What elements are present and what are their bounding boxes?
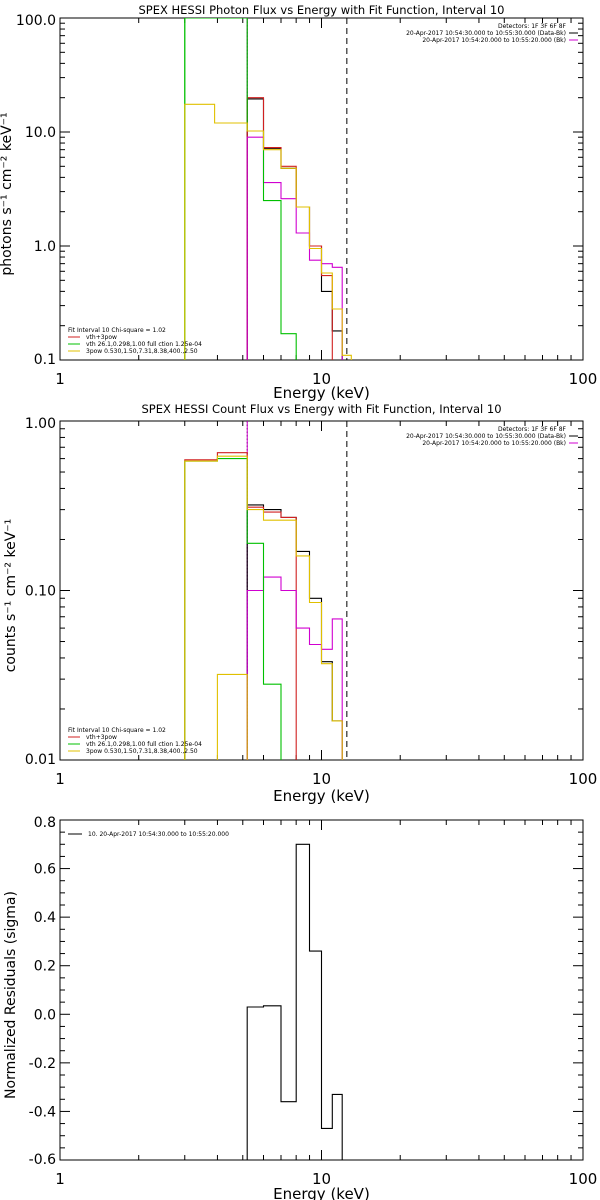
x-tick-label: 100 [569, 1170, 598, 1188]
data-series-6 [184, 673, 248, 760]
data-series-1 [246, 843, 343, 1160]
x-tick-label: 1 [55, 1170, 65, 1188]
y-tick-label: 0.01 [25, 752, 56, 768]
y-tick-label: 0.10 [25, 584, 56, 600]
y-axis-label: Normalized Residuals (sigma) [3, 891, 19, 1099]
x-axis: 1 10 100 [55, 820, 597, 1188]
x-tick-label: 1 [55, 370, 65, 388]
data-series-2 [184, 452, 297, 760]
legend-label: vth 26.1,0.298,1.00 full ction 1.25e-04 [86, 741, 202, 748]
header-line: 20-Apr-2017 10:54:20.000 to 10:55:20.000… [422, 37, 566, 44]
header-line: 20-Apr-2017 10:54:30.000 to 10:55:30.000… [406, 30, 566, 37]
legend-label: vth+3pow [86, 334, 117, 341]
y-tick-label: 0.0 [34, 1007, 56, 1023]
y-tick-label: -0.6 [29, 1152, 56, 1168]
legend: 10. 20-Apr-2017 10:54:30.000 to 10:55:20… [68, 831, 229, 838]
chart-panel-2: SPEX HESSI Count Flux vs Energy with Fit… [3, 402, 597, 805]
legend-label: 3pow 0.530,1.50,7.31,8.38,400.,2.50 [86, 348, 198, 355]
plot-frame [59, 17, 584, 361]
y-tick-label: -0.4 [29, 1104, 56, 1120]
x-axis-label: Energy (keV) [273, 787, 370, 805]
x-axis-label: Energy (keV) [273, 384, 370, 402]
y-tick-label: 0.8 [34, 815, 56, 831]
y-tick-label: 1.0 [34, 239, 56, 255]
legend-label: vth+3pow [86, 734, 117, 741]
y-tick-label: 0.2 [34, 959, 56, 975]
header-line: Detectors: 1F 3F 6F 8F [498, 426, 567, 433]
legend-label: 3pow 0.530,1.50,7.31,8.38,400.,2.50 [86, 748, 198, 755]
x-axis: 1 10 100 [55, 421, 597, 788]
header-line: 20-Apr-2017 10:54:30.000 to 10:55:30.000… [406, 433, 566, 440]
header-line: Detectors: 1F 3F 6F 8F [498, 23, 567, 30]
legend-header: Fit Interval 10 Chi-square = 1.02 [68, 727, 166, 734]
x-tick-label: 100 [569, 370, 598, 388]
legend-label: 10. 20-Apr-2017 10:54:30.000 to 10:55:20… [88, 831, 229, 838]
x-axis: 1 10 100 [55, 18, 597, 388]
header-line: 20-Apr-2017 10:54:20.000 to 10:55:20.000… [422, 440, 566, 447]
y-tick-label: 100.0 [16, 13, 56, 29]
chart-panel-3: 1 10 100 Energy (keV) -0.6 -0.4 -0.2 0.0 0.2 0.4 0… [3, 815, 597, 1200]
y-axis-label: photons s⁻¹ cm⁻² keV⁻¹ [0, 112, 15, 275]
y-tick-label: -0.2 [29, 1056, 56, 1072]
x-tick-label: 100 [569, 770, 598, 788]
x-axis-label: Energy (keV) [273, 1185, 370, 1200]
y-axis: 0.01 0.10 1.00 [25, 416, 583, 768]
y-axis: 0.1 1.0 10.0 100.0 [16, 13, 583, 368]
data-series-3 [246, 576, 343, 760]
plot-frame [59, 420, 584, 761]
x-tick-label: 10 [312, 370, 331, 388]
y-tick-label: 10.0 [25, 125, 56, 141]
legend-header: Fit Interval 10 Chi-square = 1.02 [68, 327, 166, 334]
data-series-5 [184, 103, 352, 360]
legend-label: vth 26.1,0.298,1.00 full ction 1.25e-04 [86, 341, 202, 348]
x-tick-label: 10 [312, 1170, 331, 1188]
data-series-4 [184, 18, 297, 360]
x-tick-label: 1 [55, 770, 65, 788]
y-tick-label: 0.6 [34, 862, 56, 878]
y-axis: -0.6 -0.4 -0.2 0.0 0.2 0.4 0.6 0.8 [29, 815, 583, 1168]
y-tick-label: 0.1 [34, 352, 56, 368]
data-series-4 [184, 458, 282, 760]
data-series-3 [246, 136, 343, 360]
data-series-5 [184, 455, 352, 760]
y-tick-label: 0.4 [34, 910, 56, 926]
y-axis-label: counts s⁻¹ cm⁻² keV⁻¹ [3, 519, 19, 673]
chart-title: SPEX HESSI Count Flux vs Energy with Fit… [141, 402, 501, 416]
legend: Fit Interval 10 Chi-square = 1.02vth+3po… [68, 727, 202, 755]
x-tick-label: 10 [312, 770, 331, 788]
y-tick-label: 1.00 [25, 416, 56, 432]
chart-panel-1: SPEX HESSI Photon Flux vs Energy with Fi… [0, 3, 597, 402]
data-series-1 [246, 98, 343, 360]
chart-title: SPEX HESSI Photon Flux vs Energy with Fi… [138, 3, 504, 17]
legend: Fit Interval 10 Chi-square = 1.02vth+3po… [68, 327, 202, 355]
